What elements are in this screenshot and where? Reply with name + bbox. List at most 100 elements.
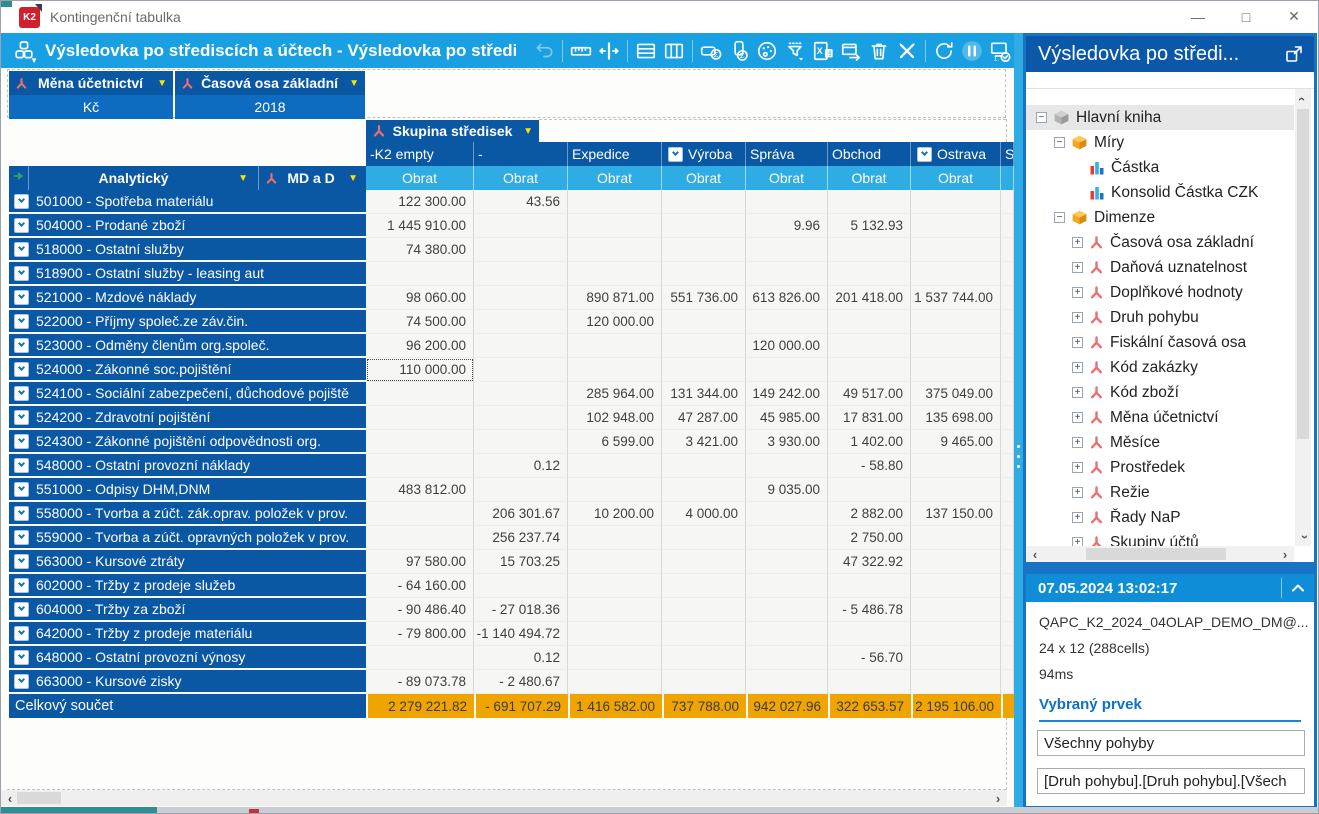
member-checkbox-icon[interactable] [14, 649, 29, 665]
data-cell[interactable] [366, 262, 474, 286]
data-cell[interactable]: - 5 486.78 [828, 598, 911, 622]
scroll-right-arrow[interactable]: › [1282, 546, 1288, 562]
data-cell[interactable]: 120 000.00 [746, 334, 828, 358]
filter-dimension-header[interactable]: Měna účetnictví ▼ [9, 71, 173, 95]
data-cell[interactable] [662, 526, 746, 550]
data-cell[interactable] [746, 310, 828, 334]
data-cell[interactable] [1001, 622, 1014, 646]
member-checkbox-icon[interactable] [14, 577, 29, 593]
data-cell[interactable] [911, 238, 1001, 262]
data-cell[interactable]: 98 060.00 [366, 286, 474, 310]
data-cell[interactable] [662, 190, 746, 214]
grand-total-cell[interactable]: 1 416 582.00 [568, 694, 662, 718]
tree-horizontal-scrollbar[interactable]: ‹ › [1026, 546, 1294, 562]
column-member-header[interactable]: -K2 empty [366, 142, 474, 166]
data-cell[interactable] [474, 406, 568, 430]
data-cell[interactable] [1001, 598, 1014, 622]
data-cell[interactable]: 201 418.00 [828, 286, 911, 310]
column-totals-icon[interactable]: Σ [725, 37, 753, 65]
data-cell[interactable] [568, 478, 662, 502]
data-cell[interactable] [662, 358, 746, 382]
pause-icon[interactable] [958, 37, 986, 65]
dropdown-triangle-icon[interactable]: ▼ [348, 172, 358, 184]
member-checkbox-icon[interactable] [14, 385, 29, 401]
data-cell[interactable]: 137 150.00 [911, 502, 1001, 526]
tree-item[interactable]: + Skupiny účtů [1026, 530, 1294, 546]
data-cell[interactable] [1001, 646, 1014, 670]
status-header[interactable]: 07.05.2024 13:02:17 [1026, 574, 1314, 602]
member-checkbox-icon[interactable] [14, 529, 29, 545]
data-cell[interactable]: 131 344.00 [662, 382, 746, 406]
data-cell[interactable] [911, 622, 1001, 646]
data-cell[interactable] [366, 502, 474, 526]
rows-icon[interactable] [632, 37, 660, 65]
data-cell[interactable] [474, 262, 568, 286]
undo-icon[interactable] [530, 37, 558, 65]
data-cell[interactable] [366, 406, 474, 430]
data-cell[interactable] [662, 214, 746, 238]
column-dimension-header[interactable]: Skupina středisek ▼ [366, 120, 539, 142]
tree-expander[interactable]: + [1072, 487, 1083, 498]
data-cell[interactable] [366, 454, 474, 478]
data-cell[interactable]: - 89 073.78 [366, 670, 474, 694]
data-cell[interactable] [746, 454, 828, 478]
grand-total-cell[interactable]: 322 653.57 [828, 694, 911, 718]
data-cell[interactable] [366, 430, 474, 454]
dropdown-triangle-icon[interactable]: ▼ [238, 172, 248, 184]
member-checkbox-icon[interactable] [14, 313, 29, 329]
tree-item[interactable]: + Prostředek [1026, 455, 1294, 480]
data-cell[interactable] [662, 598, 746, 622]
tree-expander[interactable]: + [1072, 537, 1083, 546]
tree-expander[interactable]: + [1072, 362, 1083, 373]
tree-expander[interactable]: + [1072, 462, 1083, 473]
tree-vertical-scrollbar[interactable]: ‹ ‹ [1295, 89, 1311, 546]
tree-expander[interactable]: + [1072, 337, 1083, 348]
data-cell[interactable]: - 90 486.40 [366, 598, 474, 622]
data-cell[interactable] [746, 358, 828, 382]
data-cell[interactable]: - 79 800.00 [366, 622, 474, 646]
data-cell[interactable] [568, 454, 662, 478]
filter-icon[interactable] [781, 37, 809, 65]
row-label[interactable]: 548000 - Ostatní provozní náklady [9, 454, 366, 478]
data-cell[interactable]: 1 402.00 [828, 430, 911, 454]
data-cell[interactable]: 96 200.00 [366, 334, 474, 358]
data-cell[interactable]: 375 049.00 [911, 382, 1001, 406]
data-cell[interactable]: 206 301.67 [474, 502, 568, 526]
column-member-header[interactable]: Ostrava [911, 142, 1001, 166]
data-cell[interactable] [1001, 334, 1014, 358]
data-cell[interactable] [568, 574, 662, 598]
hierarchy-check-icon[interactable]: 1. [986, 37, 1014, 65]
data-cell[interactable]: 285 964.00 [568, 382, 662, 406]
row-label[interactable]: 559000 - Tvorba a zúčt. opravných polože… [9, 526, 366, 550]
row-label[interactable]: 504000 - Prodané zboží [9, 214, 366, 238]
row-field-analyticky[interactable]: Analytický ▼ [29, 166, 259, 190]
row-label[interactable]: 642000 - Tržby z prodeje materiálu [9, 622, 366, 646]
data-cell[interactable]: 3 930.00 [746, 430, 828, 454]
row-label[interactable]: 602000 - Tržby z prodeje služeb [9, 574, 366, 598]
edit-tools-icon[interactable] [893, 37, 921, 65]
member-checkbox-icon[interactable] [668, 146, 683, 162]
data-cell[interactable]: 10 200.00 [568, 502, 662, 526]
row-area-corner[interactable] [9, 166, 29, 190]
tree-item[interactable]: +Částka [1026, 155, 1294, 180]
data-cell[interactable]: 256 237.74 [474, 526, 568, 550]
column-member-header[interactable]: Obchod [828, 142, 911, 166]
export-window-icon[interactable] [837, 37, 865, 65]
data-cell[interactable] [828, 238, 911, 262]
tree-item[interactable]: + Měna účetnictví [1026, 405, 1294, 430]
data-cell[interactable]: 2 882.00 [828, 502, 911, 526]
data-cell[interactable] [366, 382, 474, 406]
data-cell[interactable] [1001, 670, 1014, 694]
data-cell[interactable] [568, 334, 662, 358]
tree-expander[interactable]: − [1054, 137, 1065, 148]
row-label[interactable]: 558000 - Tvorba a zúčt. zák.oprav. polož… [9, 502, 366, 526]
data-cell[interactable] [1001, 286, 1014, 310]
row-label[interactable]: 524000 - Zákonné soc.pojištění [9, 358, 366, 382]
data-cell[interactable]: 1 537 744.00 [911, 286, 1001, 310]
scroll-left-arrow[interactable]: ‹ [7, 790, 13, 806]
tree-item[interactable]: + Fiskální časová osa [1026, 330, 1294, 355]
data-cell[interactable] [911, 334, 1001, 358]
data-cell[interactable]: 110 000.00 [366, 358, 474, 382]
row-totals-icon[interactable]: Σ [697, 37, 725, 65]
column-member-header[interactable]: S [1001, 142, 1014, 166]
